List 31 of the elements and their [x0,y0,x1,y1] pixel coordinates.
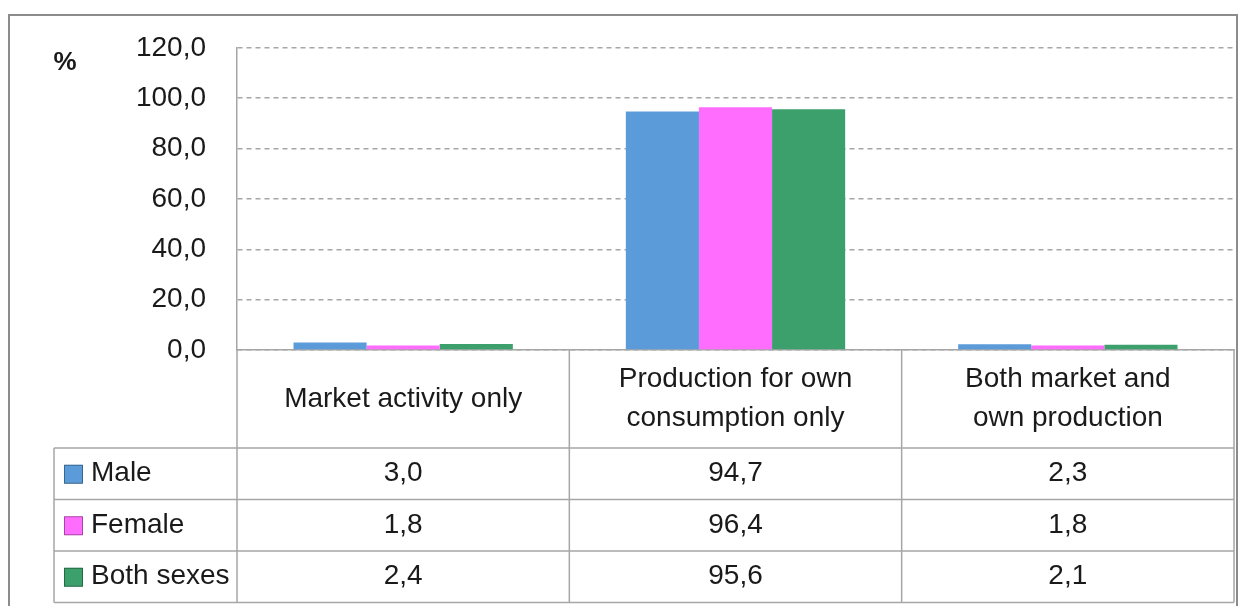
y-tick-label: 40,0 [151,231,206,263]
data-label: 1,8 [383,507,423,539]
bar [698,107,773,350]
y-tick-label: 100,0 [135,80,206,112]
data-label: 95,6 [708,559,763,591]
legend-label: Both sexes [91,559,230,591]
y-tick-label: 60,0 [151,181,206,213]
y-tick-label: 80,0 [151,131,206,163]
legend-label: Male [91,456,152,488]
y-axis-title: % [53,45,77,76]
y-tick-label: 20,0 [151,282,206,314]
bar [293,342,367,350]
x-tick-label: Both market and own production [965,361,1171,433]
legend-label: Female [91,507,185,539]
data-label: 96,4 [708,507,763,539]
data-label: 2,4 [383,559,423,591]
y-tick-label: 0,0 [167,332,206,364]
data-label: 2,3 [1048,456,1088,488]
bar [1031,345,1105,350]
bar [772,109,846,350]
x-tick-label: Production for own consumption only [618,361,853,433]
data-label: 94,7 [708,456,763,488]
data-label: 2,1 [1048,559,1088,591]
data-label: 3,0 [383,456,423,488]
bar [439,343,513,350]
data-label: 1,8 [1048,507,1088,539]
y-tick-label: 120,0 [135,30,206,62]
bar [366,345,440,350]
x-tick-label: Market activity only [284,381,523,413]
bar [625,111,699,350]
bar [958,344,1032,350]
